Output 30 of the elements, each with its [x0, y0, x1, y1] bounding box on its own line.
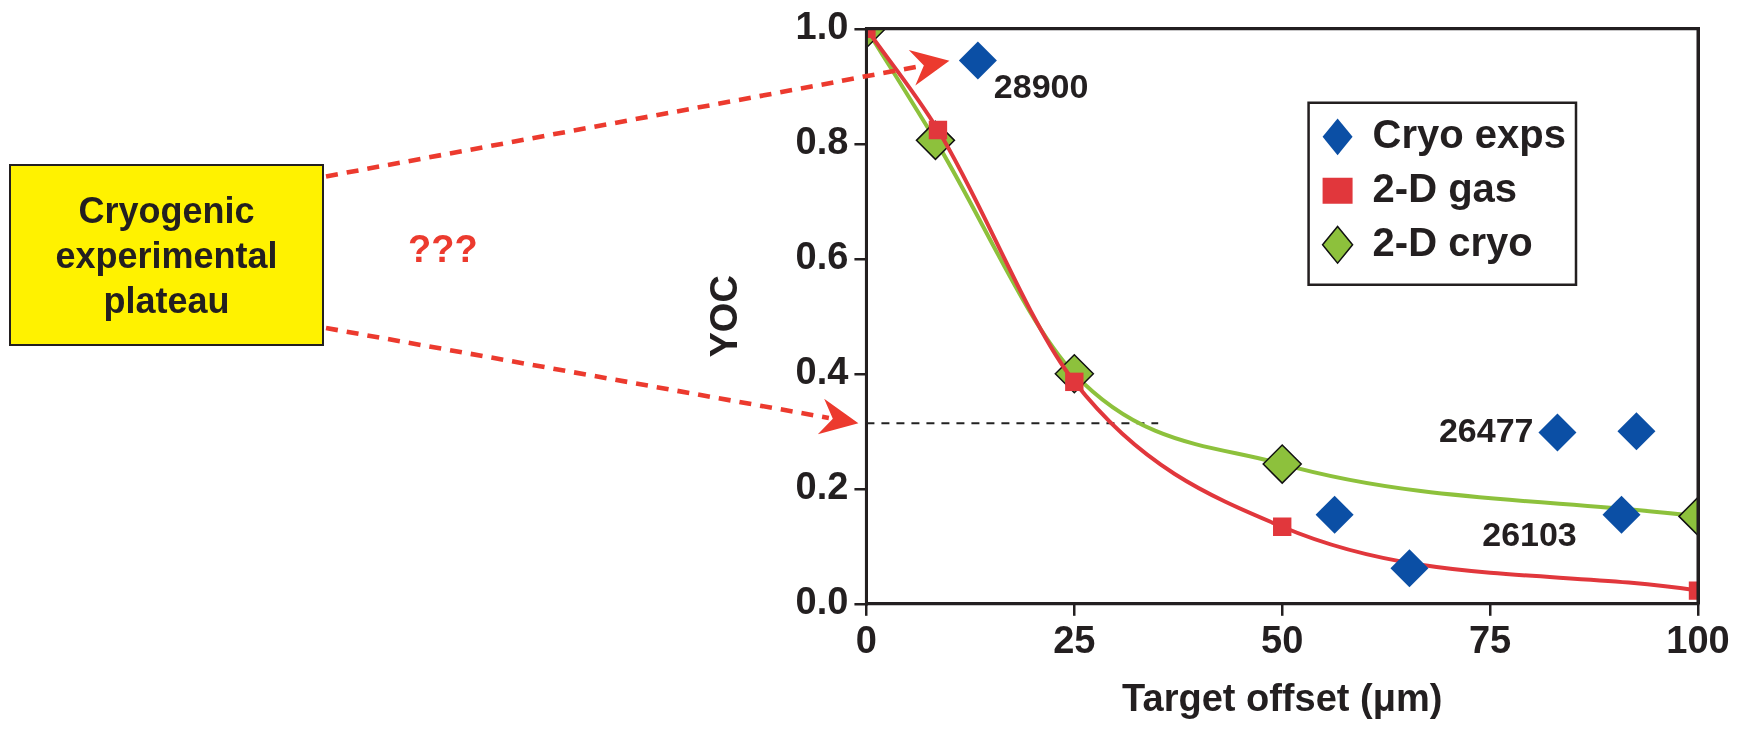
point [1273, 517, 1292, 536]
x-tick-label: 75 [1468, 619, 1512, 662]
point [1262, 444, 1302, 484]
y-tick-label: 1.0 [795, 5, 849, 48]
point [958, 41, 997, 80]
y-tick-label: 0.4 [795, 350, 849, 393]
legend-label: 2-D gas [1372, 165, 1518, 210]
x-tick-label: 50 [1261, 619, 1304, 662]
annotation: 26103 [1482, 515, 1577, 554]
annotation: 28900 [993, 66, 1089, 105]
annotation: 26477 [1438, 410, 1534, 449]
x-tick-label: 0 [855, 619, 877, 662]
x-axis-title: Target offset (μm) [1122, 676, 1443, 719]
text: Cryogenic experimental plateau [9, 164, 324, 346]
y-tick-label: 0.2 [795, 465, 849, 508]
x-tick-label: 100 [1666, 619, 1730, 662]
y-axis-title: YOC [703, 275, 746, 358]
point [1602, 495, 1641, 534]
y-tick-label: 0.8 [795, 120, 849, 163]
y-tick-label: 0.0 [795, 580, 849, 623]
point [928, 120, 948, 140]
point [1617, 412, 1656, 451]
legend-label: Cryo exps [1372, 111, 1566, 156]
text: ??? [408, 228, 478, 271]
point [1538, 413, 1577, 452]
x-tick-label: 25 [1053, 619, 1096, 662]
point [1315, 495, 1354, 534]
y-tick-label: 0.6 [795, 235, 849, 278]
point [1390, 549, 1429, 588]
legend-label: 2-D cryo [1372, 219, 1533, 264]
